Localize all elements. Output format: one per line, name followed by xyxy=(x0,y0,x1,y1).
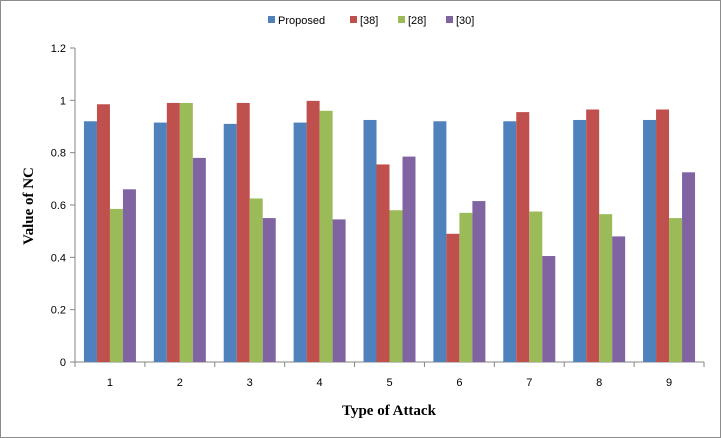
y-tick-label: 1 xyxy=(60,95,66,107)
bar xyxy=(179,102,193,362)
y-tick-label: 0.2 xyxy=(51,305,66,317)
x-tick-label: 4 xyxy=(317,377,323,389)
y-tick-label: 0.6 xyxy=(51,200,66,212)
bar xyxy=(503,121,517,363)
bar xyxy=(612,236,626,362)
bar xyxy=(402,156,416,362)
bar xyxy=(459,212,473,362)
bar xyxy=(166,102,180,362)
x-tick-label: 9 xyxy=(666,377,672,389)
x-tick-label: 7 xyxy=(526,377,532,389)
bar xyxy=(446,233,460,362)
legend-label: [38] xyxy=(360,15,378,27)
bar xyxy=(319,110,333,362)
y-axis-title: Value of NC xyxy=(21,167,37,245)
legend-swatch xyxy=(268,16,275,23)
bar xyxy=(122,189,136,362)
bar xyxy=(682,172,696,362)
y-tick-label: 0.4 xyxy=(51,252,66,264)
bar xyxy=(96,104,110,362)
bar xyxy=(306,100,320,363)
bar xyxy=(83,121,97,363)
bar xyxy=(389,210,403,362)
bar xyxy=(529,211,543,362)
x-axis: 1 2 3 4 5 6 7 8 9 xyxy=(74,361,705,389)
y-tick-label: 1.2 xyxy=(51,43,66,55)
legend: Proposed [38] [28] [30] xyxy=(268,15,474,27)
y-tick-label: 0 xyxy=(60,357,66,369)
bar xyxy=(262,218,276,362)
bar xyxy=(433,121,447,363)
bar xyxy=(599,214,613,362)
x-tick-label: 8 xyxy=(596,377,602,389)
legend-swatch xyxy=(350,16,357,23)
legend-label: [28] xyxy=(408,15,426,27)
bar xyxy=(472,201,486,362)
bar xyxy=(332,219,346,362)
bar xyxy=(249,198,263,362)
bar xyxy=(153,122,167,362)
bar xyxy=(586,109,600,362)
legend-swatch xyxy=(446,16,453,23)
bar xyxy=(573,119,587,362)
bar xyxy=(669,218,683,362)
legend-label: Proposed xyxy=(278,15,325,27)
y-axis: 0 0.2 0.4 0.6 0.8 1 1.2 xyxy=(51,43,76,369)
bar xyxy=(236,102,250,362)
bar xyxy=(192,157,206,362)
y-tick-label: 0.8 xyxy=(51,148,66,160)
bars xyxy=(83,100,696,363)
x-axis-title: Type of Attack xyxy=(342,403,437,419)
x-tick-label: 2 xyxy=(177,377,183,389)
bar xyxy=(656,109,670,362)
x-tick-label: 1 xyxy=(107,377,113,389)
x-tick-label: 6 xyxy=(456,377,462,389)
bar xyxy=(109,208,123,362)
x-tick-label: 5 xyxy=(386,377,392,389)
legend-swatch xyxy=(398,16,405,23)
bar xyxy=(293,122,307,362)
x-tick-label: 3 xyxy=(247,377,253,389)
bar xyxy=(643,119,657,362)
bar xyxy=(516,112,530,362)
bar xyxy=(363,119,377,362)
bar xyxy=(223,123,237,362)
legend-label: [30] xyxy=(456,15,474,27)
bar xyxy=(376,164,390,362)
bar xyxy=(542,256,556,362)
